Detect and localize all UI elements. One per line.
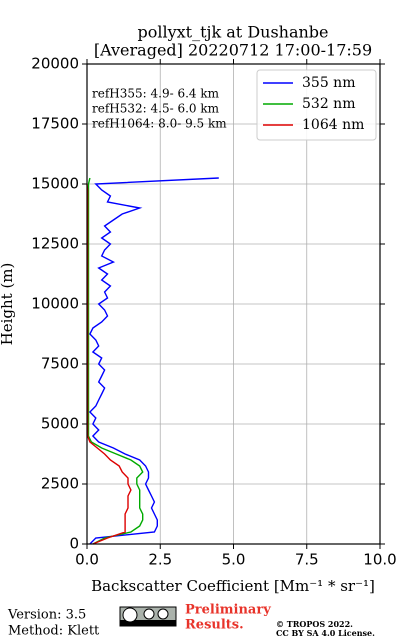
x-tick-label: 7.5	[295, 551, 319, 569]
annotation: refH1064: 8.0- 9.5 km	[92, 117, 227, 131]
y-tick-label: 7500	[41, 355, 79, 373]
legend-label: 355 nm	[302, 75, 355, 91]
method: Method: Klett	[8, 624, 100, 639]
x-tick-label: 10.0	[363, 551, 396, 569]
copyright: © TROPOS 2022.	[276, 619, 353, 629]
legend-label: 1064 nm	[302, 117, 364, 133]
y-axis-label: Height (m)	[0, 263, 16, 346]
y-tick-label: 5000	[41, 415, 79, 433]
preliminary: Results.	[185, 618, 244, 633]
annotation: refH532: 4.5- 6.0 km	[92, 102, 220, 116]
x-tick-label: 2.5	[148, 551, 172, 569]
plot-frame	[86, 63, 381, 545]
legend-label: 532 nm	[302, 96, 355, 112]
y-tick-label: 10000	[31, 295, 79, 313]
x-tick-label: 5.0	[222, 551, 246, 569]
legend-box	[256, 69, 377, 141]
chart-subtitle: [Averaged] 20220712 17:00-17:59	[94, 41, 372, 60]
y-tick-label: 15000	[31, 175, 79, 193]
y-tick-label: 2500	[41, 475, 79, 493]
y-tick-label: 17500	[31, 115, 79, 133]
chart-title: pollyxt_tjk at Dushanbe	[137, 23, 328, 42]
profile-line	[87, 177, 144, 545]
cc-badge	[119, 606, 177, 627]
x-tick-label: 0.0	[75, 551, 99, 569]
y-tick-label: 12500	[31, 235, 79, 253]
profile-line	[88, 177, 219, 545]
x-axis-label: Backscatter Coefficient [Mm⁻¹ * sr⁻¹]	[91, 577, 375, 595]
version: Version: 3.5	[7, 608, 86, 623]
annotation: refH355: 4.9- 6.4 km	[92, 87, 220, 101]
y-tick-label: 20000	[31, 55, 79, 73]
y-tick-label: 0	[69, 535, 79, 553]
copyright: CC BY SA 4.0 License.	[276, 628, 375, 638]
preliminary: Preliminary	[185, 603, 271, 618]
